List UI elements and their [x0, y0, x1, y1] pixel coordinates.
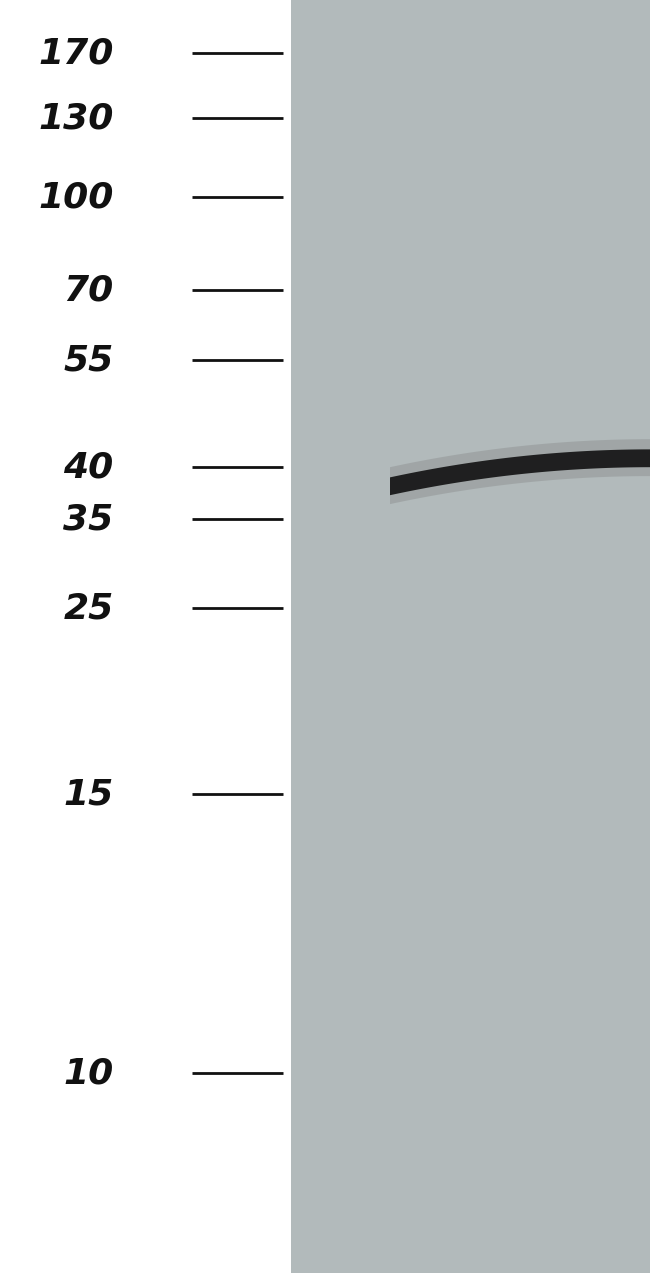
- Text: 170: 170: [38, 37, 114, 70]
- Bar: [291, 0, 650, 1273]
- Text: 35: 35: [64, 503, 114, 536]
- Text: 55: 55: [64, 344, 114, 377]
- Text: 10: 10: [64, 1057, 114, 1090]
- Text: 100: 100: [38, 181, 114, 214]
- Text: 15: 15: [64, 778, 114, 811]
- Text: 70: 70: [64, 274, 114, 307]
- Text: 40: 40: [64, 451, 114, 484]
- Text: 25: 25: [64, 592, 114, 625]
- Polygon shape: [390, 439, 650, 504]
- Text: 130: 130: [38, 102, 114, 135]
- Polygon shape: [390, 449, 650, 495]
